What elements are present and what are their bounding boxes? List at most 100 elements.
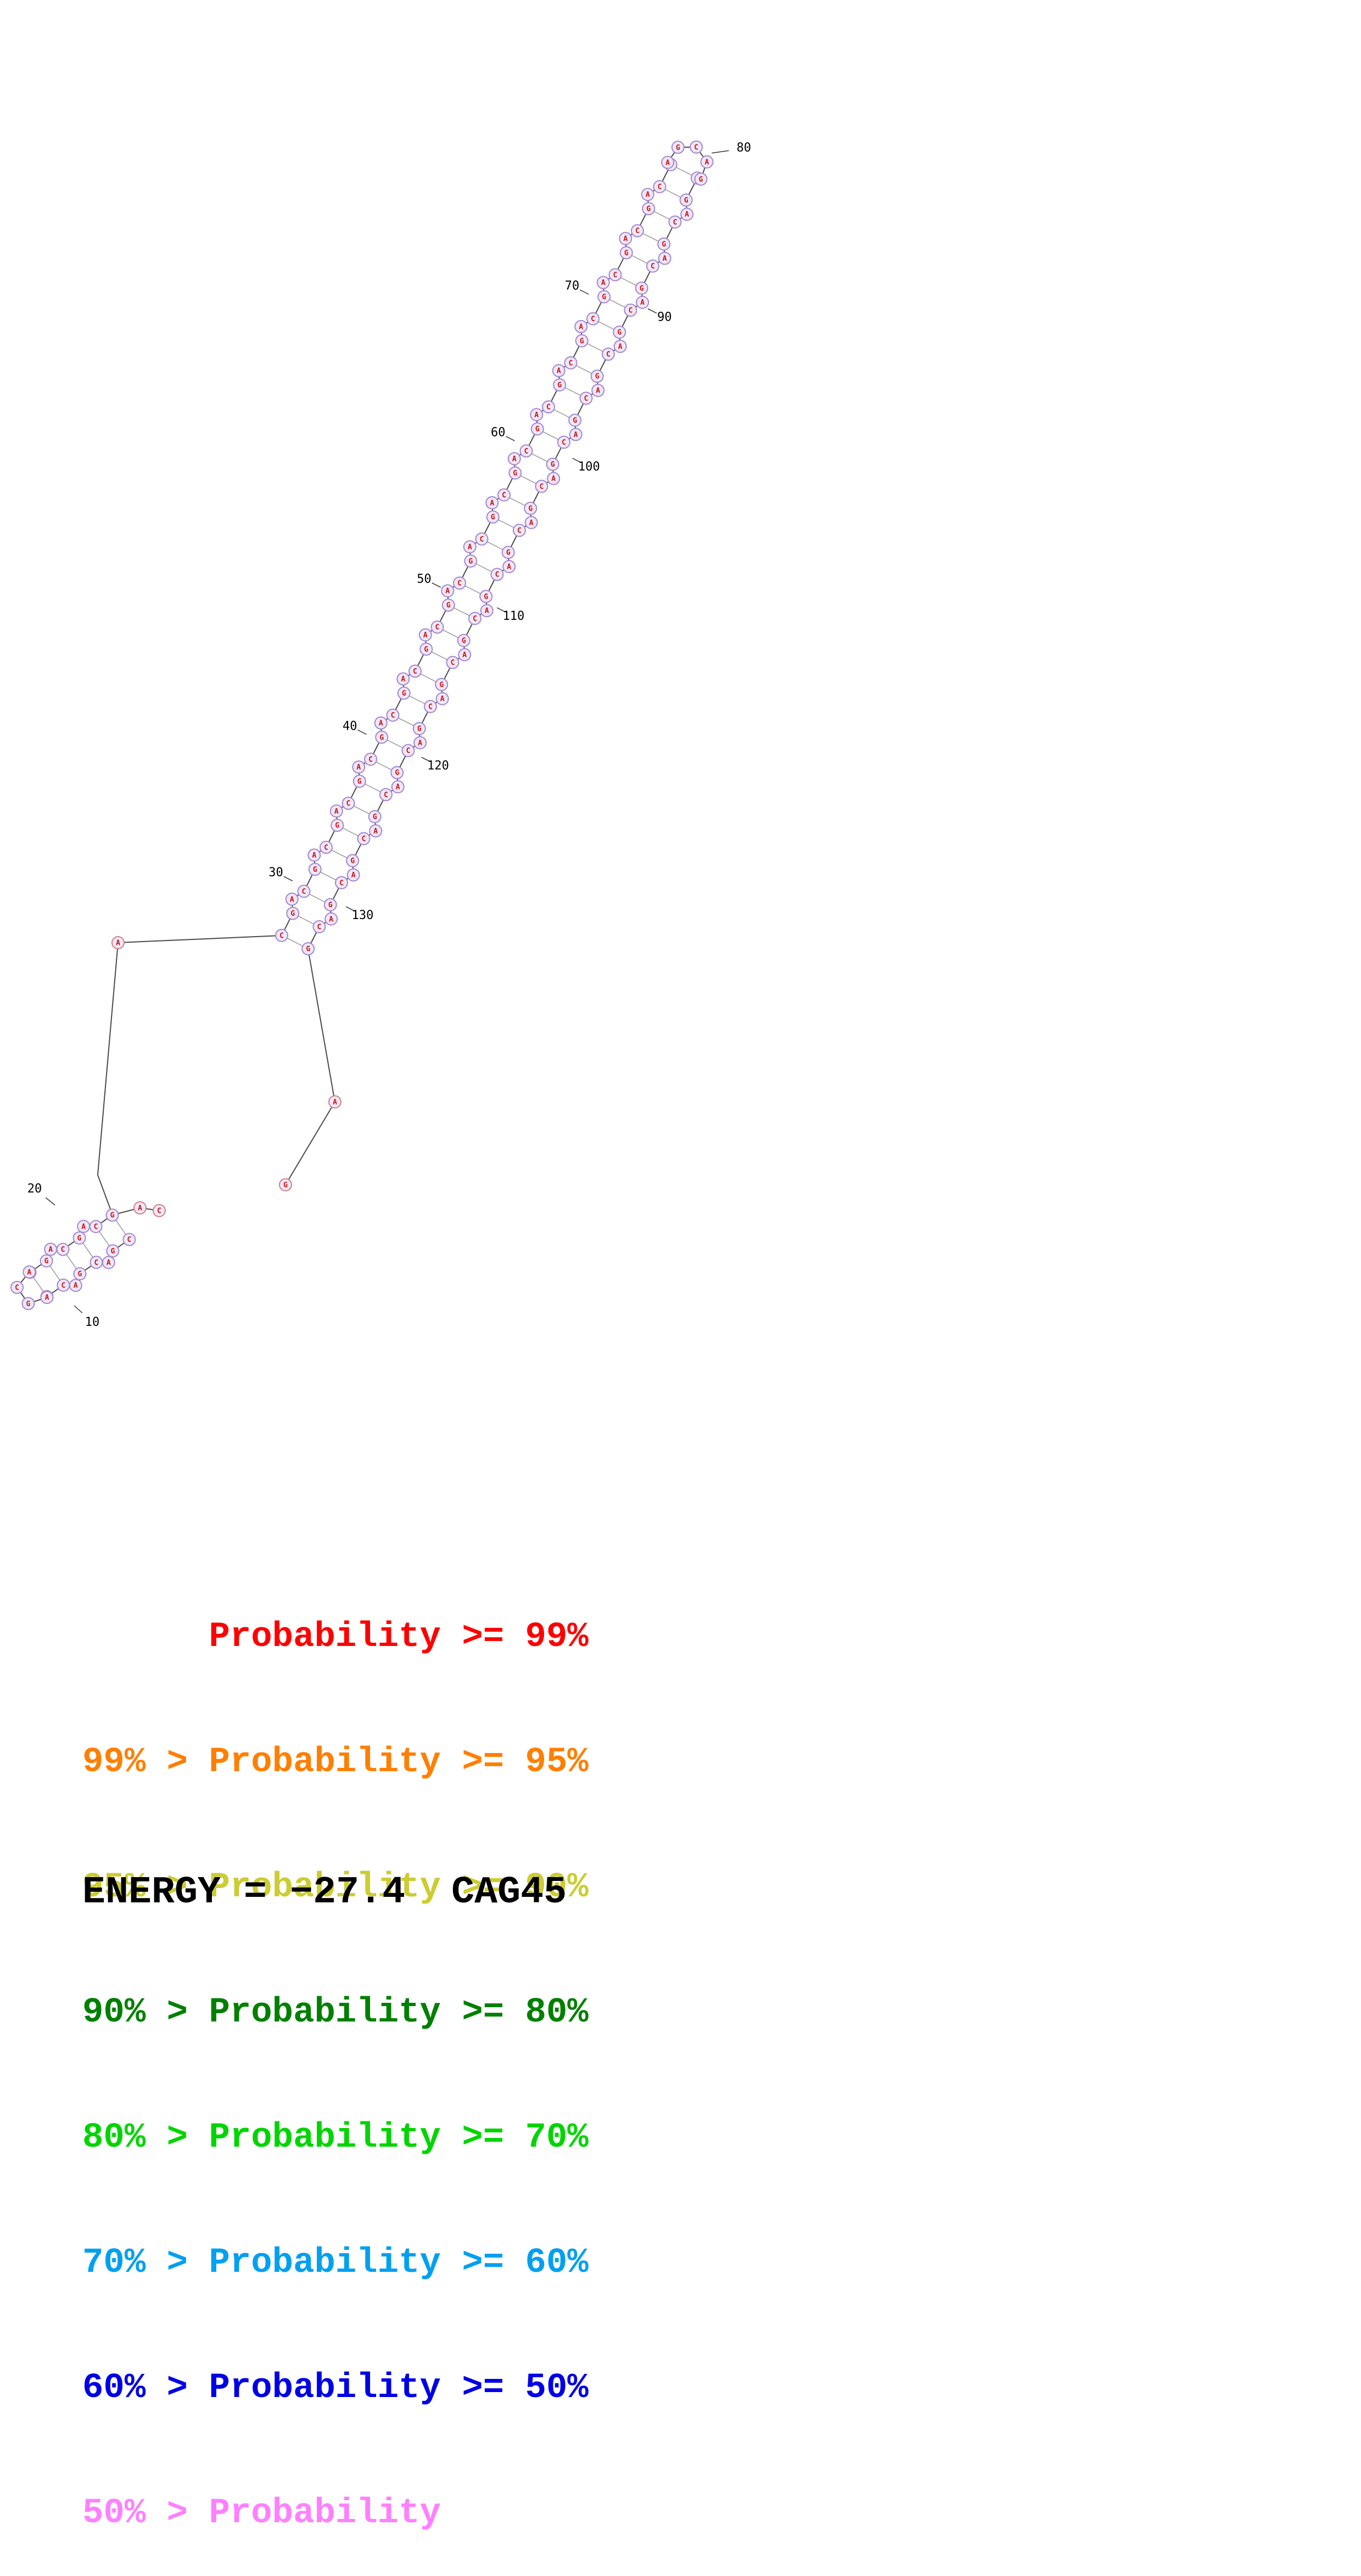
legend-prob-95-99: 99% > Probability >= 95%: [82, 1741, 589, 1783]
svg-text:C: C: [473, 615, 477, 623]
svg-text:G: G: [357, 777, 362, 786]
svg-text:G: G: [513, 469, 517, 478]
svg-text:C: C: [61, 1281, 65, 1290]
svg-text:G: G: [110, 1247, 115, 1256]
svg-text:C: C: [127, 1236, 131, 1244]
svg-text:G: G: [373, 813, 377, 821]
svg-text:110: 110: [503, 609, 525, 623]
svg-text:C: C: [540, 483, 544, 491]
probability-legend: Probability >= 99% 99% > Probability >= …: [82, 1533, 589, 2576]
svg-text:G: G: [110, 1212, 115, 1220]
svg-text:10: 10: [85, 1315, 100, 1329]
svg-text:G: G: [283, 1181, 288, 1190]
svg-text:130: 130: [352, 909, 374, 922]
svg-text:G: G: [624, 249, 629, 257]
svg-text:A: A: [401, 675, 405, 684]
svg-text:C: C: [346, 800, 351, 808]
svg-text:A: A: [665, 159, 670, 167]
svg-text:C: C: [562, 439, 566, 447]
svg-text:C: C: [606, 351, 611, 359]
svg-text:C: C: [480, 535, 484, 544]
svg-text:C: C: [569, 359, 573, 367]
legend-prob-60-70: 70% > Probability >= 60%: [82, 2242, 589, 2284]
svg-text:C: C: [694, 143, 698, 152]
svg-text:G: G: [417, 725, 422, 733]
energy-label: ENERGY = −27.4 CAG45: [82, 1871, 567, 1914]
svg-text:20: 20: [27, 1182, 42, 1196]
svg-text:100: 100: [578, 460, 600, 474]
svg-text:A: A: [551, 475, 556, 483]
svg-text:C: C: [339, 879, 344, 887]
svg-text:G: G: [424, 646, 428, 654]
svg-text:G: G: [439, 681, 444, 689]
svg-text:C: C: [362, 835, 366, 843]
svg-text:A: A: [329, 915, 333, 923]
svg-text:50: 50: [417, 572, 432, 586]
svg-text:G: G: [335, 822, 339, 830]
svg-text:A: A: [45, 1294, 49, 1302]
svg-text:G: G: [468, 557, 473, 565]
svg-text:G: G: [602, 293, 606, 301]
svg-text:C: C: [629, 306, 633, 315]
svg-text:80: 80: [737, 141, 752, 155]
svg-text:A: A: [74, 1282, 78, 1290]
svg-text:A: A: [379, 719, 383, 727]
svg-text:A: A: [618, 343, 623, 351]
svg-text:A: A: [423, 631, 428, 640]
svg-text:G: G: [313, 866, 317, 874]
svg-text:C: C: [391, 712, 395, 720]
svg-text:A: A: [705, 158, 709, 166]
svg-text:C: C: [517, 527, 522, 535]
svg-text:G: G: [573, 417, 577, 425]
svg-text:G: G: [379, 733, 384, 742]
svg-text:C: C: [368, 755, 373, 764]
svg-text:A: A: [116, 939, 120, 948]
legend-prob-50-60: 60% > Probability >= 50%: [82, 2367, 589, 2409]
svg-text:A: A: [640, 299, 645, 307]
svg-text:C: C: [279, 932, 284, 940]
svg-text:C: C: [635, 227, 640, 236]
svg-text:G: G: [580, 337, 584, 345]
svg-text:G: G: [557, 381, 562, 389]
svg-text:C: C: [502, 491, 506, 500]
svg-text:A: A: [623, 235, 628, 243]
svg-text:C: C: [94, 1223, 98, 1231]
svg-text:A: A: [490, 499, 494, 507]
svg-text:C: C: [302, 888, 306, 896]
svg-text:A: A: [107, 1259, 111, 1267]
svg-text:A: A: [418, 739, 422, 747]
svg-text:C: C: [651, 262, 655, 271]
svg-text:A: A: [462, 651, 467, 659]
svg-text:C: C: [15, 1284, 19, 1292]
svg-text:A: A: [468, 543, 472, 551]
svg-text:C: C: [451, 659, 455, 667]
svg-text:G: G: [528, 505, 533, 513]
svg-text:A: A: [396, 783, 400, 792]
svg-text:G: G: [402, 690, 406, 698]
svg-text:C: C: [658, 183, 662, 191]
svg-text:A: A: [290, 895, 294, 904]
svg-text:A: A: [138, 1205, 142, 1213]
svg-text:G: G: [484, 593, 488, 601]
svg-text:A: A: [557, 367, 561, 376]
svg-text:A: A: [596, 387, 600, 395]
svg-text:A: A: [685, 211, 689, 219]
svg-text:G: G: [595, 373, 600, 381]
svg-text:30: 30: [268, 866, 283, 880]
svg-text:C: C: [413, 668, 417, 676]
svg-text:C: C: [546, 404, 551, 412]
svg-text:C: C: [61, 1246, 65, 1254]
legend-prob-ge-99: Probability >= 99%: [82, 1616, 589, 1658]
svg-text:C: C: [584, 395, 589, 403]
svg-text:G: G: [676, 144, 680, 152]
legend-prob-70-80: 80% > Probability >= 70%: [82, 2117, 589, 2159]
svg-text:G: G: [328, 901, 333, 909]
svg-text:C: C: [613, 271, 618, 279]
svg-text:G: G: [44, 1257, 49, 1265]
svg-text:C: C: [428, 703, 433, 711]
svg-text:G: G: [617, 329, 621, 337]
svg-text:40: 40: [343, 719, 357, 733]
svg-text:G: G: [462, 637, 466, 645]
svg-text:G: G: [395, 769, 399, 777]
svg-text:90: 90: [657, 311, 672, 324]
